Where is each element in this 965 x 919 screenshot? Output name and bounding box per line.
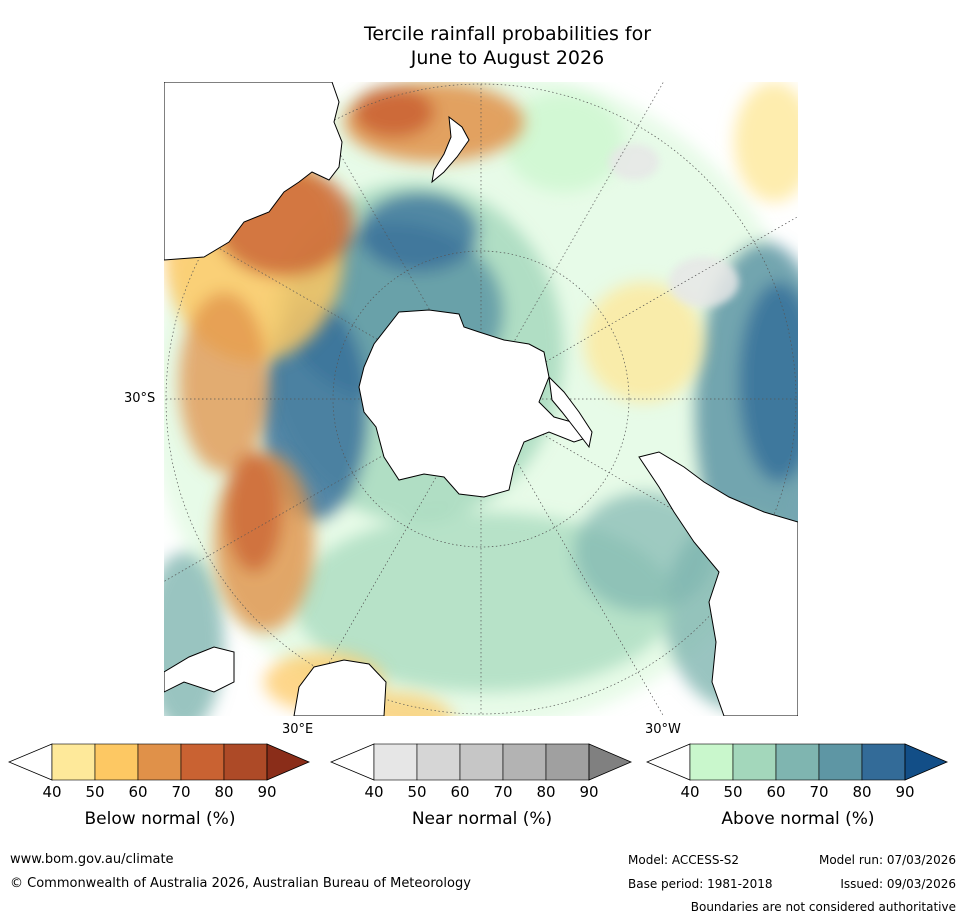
colorbar-swatch	[732, 743, 777, 781]
colorbar-max-extend	[588, 743, 633, 781]
footer-website[interactable]: www.bom.gov.au/climate	[10, 852, 174, 867]
colorbar-swatch	[818, 743, 863, 781]
colorbar-min-extend	[330, 743, 375, 781]
colorbar-below-label: Below normal (%)	[84, 809, 236, 829]
cb-above-tick: 70	[809, 783, 829, 801]
colorbar-below-ticks: 40 50 60 70 80 90	[8, 783, 312, 803]
cb-near-tick: 90	[579, 783, 599, 801]
colorbar-swatch	[373, 743, 418, 781]
cb-above-tick: 40	[680, 783, 700, 801]
lat-label-30s: 30°S	[124, 391, 156, 406]
colorbar-swatch	[180, 743, 225, 781]
colorbar-near-label: Near normal (%)	[411, 809, 553, 829]
lon-label-30w: 30°W	[645, 722, 681, 737]
colorbar-swatch	[51, 743, 96, 781]
colorbar-max-extend	[266, 743, 311, 781]
lon-label-30e: 30°E	[282, 722, 314, 737]
cb-below-tick: 90	[257, 783, 277, 801]
colorbar-min-extend	[8, 743, 53, 781]
footer-model-run: Model run: 07/03/2026	[818, 853, 956, 867]
cb-below-tick: 40	[42, 783, 62, 801]
title-line-2: June to August 2026	[410, 47, 605, 69]
colorbar-near-swatches	[330, 743, 633, 781]
colorbar-below-swatches	[8, 743, 311, 781]
africa	[164, 646, 235, 693]
footer-copyright: © Commonwealth of Australia 2026, Austra…	[10, 876, 471, 891]
cb-near-tick: 80	[536, 783, 556, 801]
colorbar-max-extend	[904, 743, 949, 781]
colorbar-swatch	[861, 743, 906, 781]
cb-below-tick: 70	[171, 783, 191, 801]
south-america	[638, 451, 798, 716]
colorbar-above-swatches	[646, 743, 949, 781]
colorbar-above-label: Above normal (%)	[721, 809, 875, 829]
colorbar-swatch	[137, 743, 182, 781]
footer-disclaimer: Boundaries are not considered authoritat…	[690, 900, 956, 914]
colorbar-above-normal: 40 50 60 70 80 90 Above normal (%)	[646, 743, 950, 833]
cb-near-tick: 60	[450, 783, 470, 801]
cb-above-tick: 50	[723, 783, 743, 801]
colorbar-min-extend	[646, 743, 691, 781]
cb-near-tick: 40	[364, 783, 384, 801]
footer-model: Model: ACCESS-S2	[628, 853, 740, 867]
colorbar-swatch	[775, 743, 820, 781]
below-normal-field	[164, 82, 798, 716]
cb-above-tick: 80	[852, 783, 872, 801]
colorbar-near-ticks: 40 50 60 70 80 90	[330, 783, 634, 803]
new-zealand	[431, 115, 470, 184]
colorbar-swatch	[94, 743, 139, 781]
footer-base-period: Base period: 1981-2018	[628, 877, 773, 891]
title-line-1: Tercile rainfall probabilities for	[363, 23, 652, 45]
cb-below-tick: 50	[85, 783, 105, 801]
colorbar-swatch	[416, 743, 461, 781]
cb-below-tick: 80	[214, 783, 234, 801]
map-title: Tercile rainfall probabilities for June …	[0, 22, 965, 70]
colorbar-swatch	[459, 743, 504, 781]
cb-near-tick: 50	[407, 783, 427, 801]
australia	[164, 82, 343, 261]
cb-near-tick: 70	[493, 783, 513, 801]
colorbar-swatch	[223, 743, 268, 781]
colorbar-below-normal: 40 50 60 70 80 90 Below normal (%)	[8, 743, 312, 833]
antarctica	[358, 309, 590, 498]
antarctic-peninsula	[548, 375, 593, 449]
colorbar-swatch	[545, 743, 590, 781]
madagascar	[293, 659, 387, 716]
polar-probability-map	[164, 82, 798, 716]
colorbar-above-ticks: 40 50 60 70 80 90	[646, 783, 950, 803]
colorbar-near-normal: 40 50 60 70 80 90 Near normal (%)	[330, 743, 634, 833]
cb-above-tick: 90	[895, 783, 915, 801]
footer-issued: Issued: 09/03/2026	[840, 877, 956, 891]
cb-above-tick: 60	[766, 783, 786, 801]
cb-below-tick: 60	[128, 783, 148, 801]
colorbar-swatch	[689, 743, 734, 781]
colorbar-swatch	[502, 743, 547, 781]
